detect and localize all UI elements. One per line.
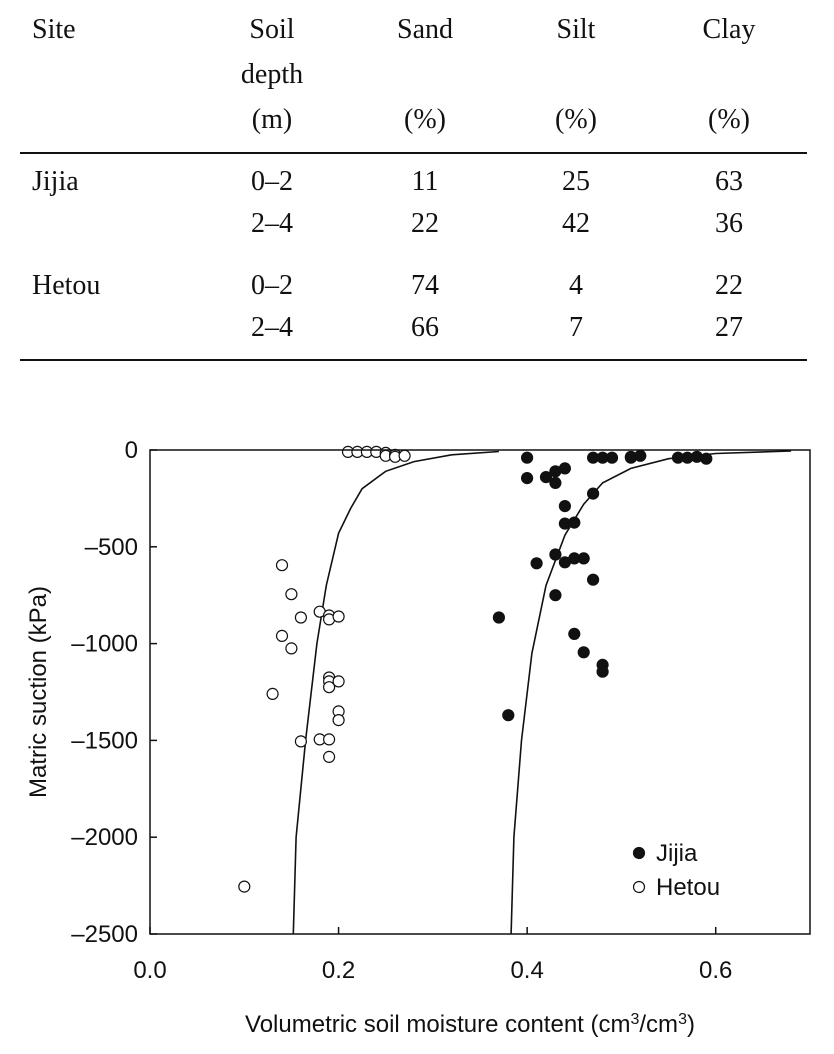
point-jijia — [539, 471, 553, 484]
y-tick-label: –2000 — [71, 824, 138, 851]
x-tick-label: 0.0 — [133, 957, 166, 984]
point-jijia — [558, 462, 572, 475]
row-3-silt: 4 — [569, 270, 583, 301]
point-hetou — [294, 611, 307, 624]
point-hetou — [398, 449, 411, 462]
row-4-clay: 27 — [715, 312, 743, 343]
row-3-clay: 22 — [715, 270, 743, 301]
point-hetou — [323, 681, 336, 694]
header-sand: Sand — [397, 14, 453, 45]
row-4-sand: 66 — [411, 312, 439, 343]
x-tick-label: 0.4 — [510, 957, 543, 984]
row-1-clay: 63 — [715, 166, 743, 197]
point-jijia — [586, 487, 600, 500]
point-hetou — [275, 629, 289, 643]
point-hetou — [294, 735, 307, 748]
y-tick-label: –1000 — [71, 631, 138, 658]
row-4-depth: 2–4 — [251, 312, 293, 343]
point-hetou — [266, 687, 279, 701]
row-3-sand: 74 — [411, 270, 439, 301]
point-hetou — [323, 750, 336, 764]
row-3-depth: 0–2 — [251, 270, 293, 301]
row-1-depth: 0–2 — [251, 166, 293, 197]
point-hetou — [275, 559, 289, 572]
legend-label-hetou: Hetou — [656, 874, 720, 901]
row-2-silt: 42 — [562, 208, 590, 239]
table-bottom-rule — [20, 359, 807, 361]
point-hetou — [285, 588, 298, 601]
point-hetou — [285, 642, 298, 655]
header-depth-unit: (m) — [251, 104, 293, 135]
header-silt: Silt — [556, 14, 596, 45]
row-4-silt: 7 — [569, 312, 583, 343]
point-jijia — [520, 472, 534, 485]
header-depth-line1: Soil — [249, 14, 295, 45]
header-depth-line2: depth — [240, 59, 304, 90]
point-jijia — [605, 451, 619, 464]
point-hetou — [323, 733, 336, 746]
y-tick-label: –1500 — [71, 727, 138, 754]
point-jijia — [568, 627, 581, 641]
row-1-silt: 25 — [562, 166, 590, 197]
y-axis-ticks: 0 –500 –1000 –1500 –2000 –2500 — [71, 437, 157, 948]
y-tick-label: –500 — [85, 534, 138, 561]
point-jijia — [530, 557, 543, 570]
row-1-site: Jijia — [32, 166, 79, 197]
point-jijia — [700, 452, 713, 465]
point-hetou — [332, 675, 345, 688]
x-tick-label: 0.6 — [699, 957, 732, 984]
point-jijia — [577, 646, 590, 659]
fit-curve-jijia — [510, 450, 792, 935]
legend-marker-hetou — [632, 880, 646, 894]
x-axis-label: Volumetric soil moisture content (cm3/cm… — [245, 1011, 695, 1039]
row-2-sand: 22 — [411, 208, 439, 239]
point-jijia — [520, 451, 534, 464]
point-jijia — [568, 516, 581, 529]
row-1-sand: 11 — [411, 166, 439, 197]
point-jijia — [549, 589, 562, 602]
y-tick-label: 0 — [125, 437, 138, 464]
legend-marker-jijia — [632, 846, 646, 860]
point-hetou — [332, 713, 345, 727]
row-2-clay: 36 — [715, 208, 743, 239]
fitted-curves — [292, 450, 792, 935]
point-jijia — [549, 548, 562, 561]
fit-curve-hetou — [292, 450, 499, 935]
point-jijia — [549, 476, 562, 489]
point-jijia — [577, 552, 590, 565]
row-3-site: Hetou — [32, 270, 101, 301]
data-points — [238, 445, 713, 893]
legend-label-jijia: Jijia — [656, 840, 698, 867]
point-jijia — [586, 573, 600, 586]
row-2-depth: 2–4 — [251, 208, 293, 239]
point-hetou — [238, 880, 251, 893]
point-jijia — [492, 611, 505, 624]
table-header-rule — [20, 152, 807, 154]
header-clay: Clay — [702, 14, 756, 45]
point-jijia — [502, 709, 515, 722]
header-site: Site — [32, 14, 76, 45]
header-silt-unit: (%) — [555, 104, 597, 135]
point-jijia — [634, 449, 647, 462]
soil-texture-table: Site Soil depth (m) Sand (%) Silt (%) Cl… — [0, 0, 834, 370]
x-tick-label: 0.2 — [322, 957, 355, 984]
y-axis-label: Matric suction (kPa) — [25, 586, 52, 798]
plot-frame — [149, 449, 811, 935]
point-jijia — [596, 665, 609, 678]
x-axis-ticks: 0.0 0.2 0.4 0.6 — [133, 927, 732, 984]
point-hetou — [332, 610, 345, 623]
header-clay-unit: (%) — [708, 104, 750, 135]
point-jijia — [558, 500, 572, 513]
legend: Jijia Hetou — [632, 840, 720, 901]
y-tick-label: –2500 — [71, 921, 138, 948]
header-sand-unit: (%) — [404, 104, 446, 135]
